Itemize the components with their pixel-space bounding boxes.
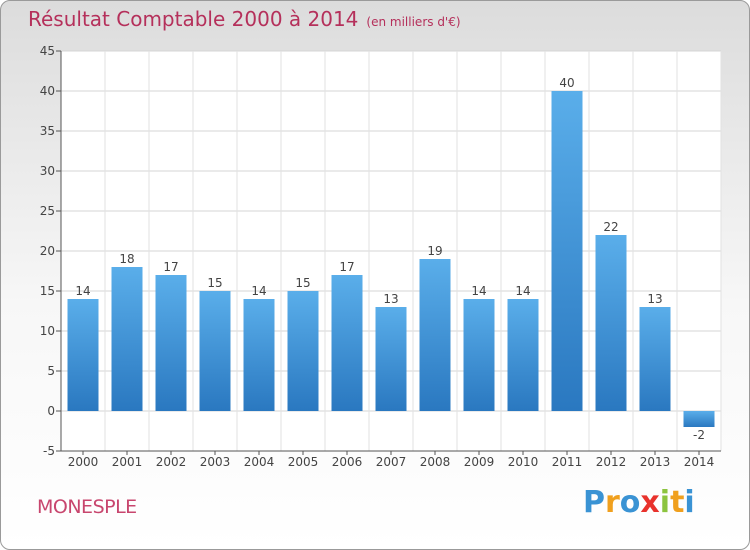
- y-tick-label: 0: [47, 404, 55, 418]
- data-label: 15: [295, 276, 310, 290]
- logo-letter: i: [684, 485, 695, 520]
- bar: [595, 235, 627, 411]
- commune-name: MONESPLE: [37, 496, 137, 518]
- x-tick-label: 2005: [288, 455, 319, 469]
- bar: [639, 307, 671, 411]
- y-tick-label: 30: [40, 164, 55, 178]
- y-tick-label: 10: [40, 324, 55, 338]
- data-label: 40: [559, 76, 574, 90]
- y-tick-label: 45: [40, 44, 55, 58]
- x-tick-label: 2003: [200, 455, 231, 469]
- proxiti-logo: Proxiti: [583, 485, 695, 520]
- logo-letter: x: [640, 485, 660, 520]
- bar: [463, 299, 495, 411]
- y-tick-label: 25: [40, 204, 55, 218]
- x-tick-label: 2000: [68, 455, 99, 469]
- y-tick-label: 35: [40, 124, 55, 138]
- data-label: 14: [515, 284, 530, 298]
- x-tick-label: 2002: [156, 455, 187, 469]
- logo-letter: i: [659, 485, 671, 520]
- data-label: 13: [647, 292, 662, 306]
- bar: [683, 411, 715, 427]
- data-label: 18: [119, 252, 134, 266]
- chart-title-text: Résultat Comptable 2000 à 2014: [28, 7, 359, 31]
- data-label: 14: [75, 284, 90, 298]
- data-label: 13: [383, 292, 398, 306]
- data-label: 14: [471, 284, 486, 298]
- data-label: 15: [207, 276, 222, 290]
- x-tick-label: 2012: [596, 455, 627, 469]
- x-tick-label: 2010: [508, 455, 539, 469]
- bar: [243, 299, 275, 411]
- y-tick-label: 20: [40, 244, 55, 258]
- x-tick-label: 2008: [420, 455, 451, 469]
- bar: [287, 291, 319, 411]
- data-label: 19: [427, 244, 442, 258]
- x-tick-label: 2007: [376, 455, 407, 469]
- y-tick-label: 40: [40, 84, 55, 98]
- x-tick-label: 2004: [244, 455, 275, 469]
- chart-title: Résultat Comptable 2000 à 2014 (en millie…: [28, 7, 461, 31]
- data-label: 17: [339, 260, 354, 274]
- x-tick-label: 2011: [552, 455, 583, 469]
- logo-letter: r: [605, 485, 620, 520]
- bar: [551, 91, 583, 411]
- logo-letter: o: [619, 485, 641, 520]
- bar-layer: [67, 91, 715, 427]
- bar: [375, 307, 407, 411]
- y-tick-label: -5: [43, 444, 55, 458]
- bar: [331, 275, 363, 411]
- x-tick-label: 2006: [332, 455, 363, 469]
- bar: [67, 299, 99, 411]
- logo-letter: P: [583, 485, 605, 520]
- bar: [111, 267, 143, 411]
- y-tick-label: 5: [47, 364, 55, 378]
- logo-letter: t: [670, 485, 685, 520]
- x-tick-label: 2001: [112, 455, 143, 469]
- y-tick-label: 15: [40, 284, 55, 298]
- bar: [155, 275, 187, 411]
- data-label: 17: [163, 260, 178, 274]
- data-label: -2: [693, 428, 705, 442]
- bar: [199, 291, 231, 411]
- chart-subtitle: (en milliers d'€): [366, 15, 461, 29]
- data-label: 14: [251, 284, 266, 298]
- bar: [507, 299, 539, 411]
- x-tick-label: 2009: [464, 455, 495, 469]
- axis-layer: -5 0 5 10 15 20 25 30 35 40 45 2000 2001 2002 2003 2004…: [40, 44, 721, 469]
- x-tick-label: 2013: [640, 455, 671, 469]
- bar: [419, 259, 451, 411]
- x-tick-label: 2014: [684, 455, 715, 469]
- data-label: 22: [603, 220, 618, 234]
- label-layer: 14 18 17 15 14 15 17 13 19 14 14 40 22 13 -2: [75, 76, 705, 442]
